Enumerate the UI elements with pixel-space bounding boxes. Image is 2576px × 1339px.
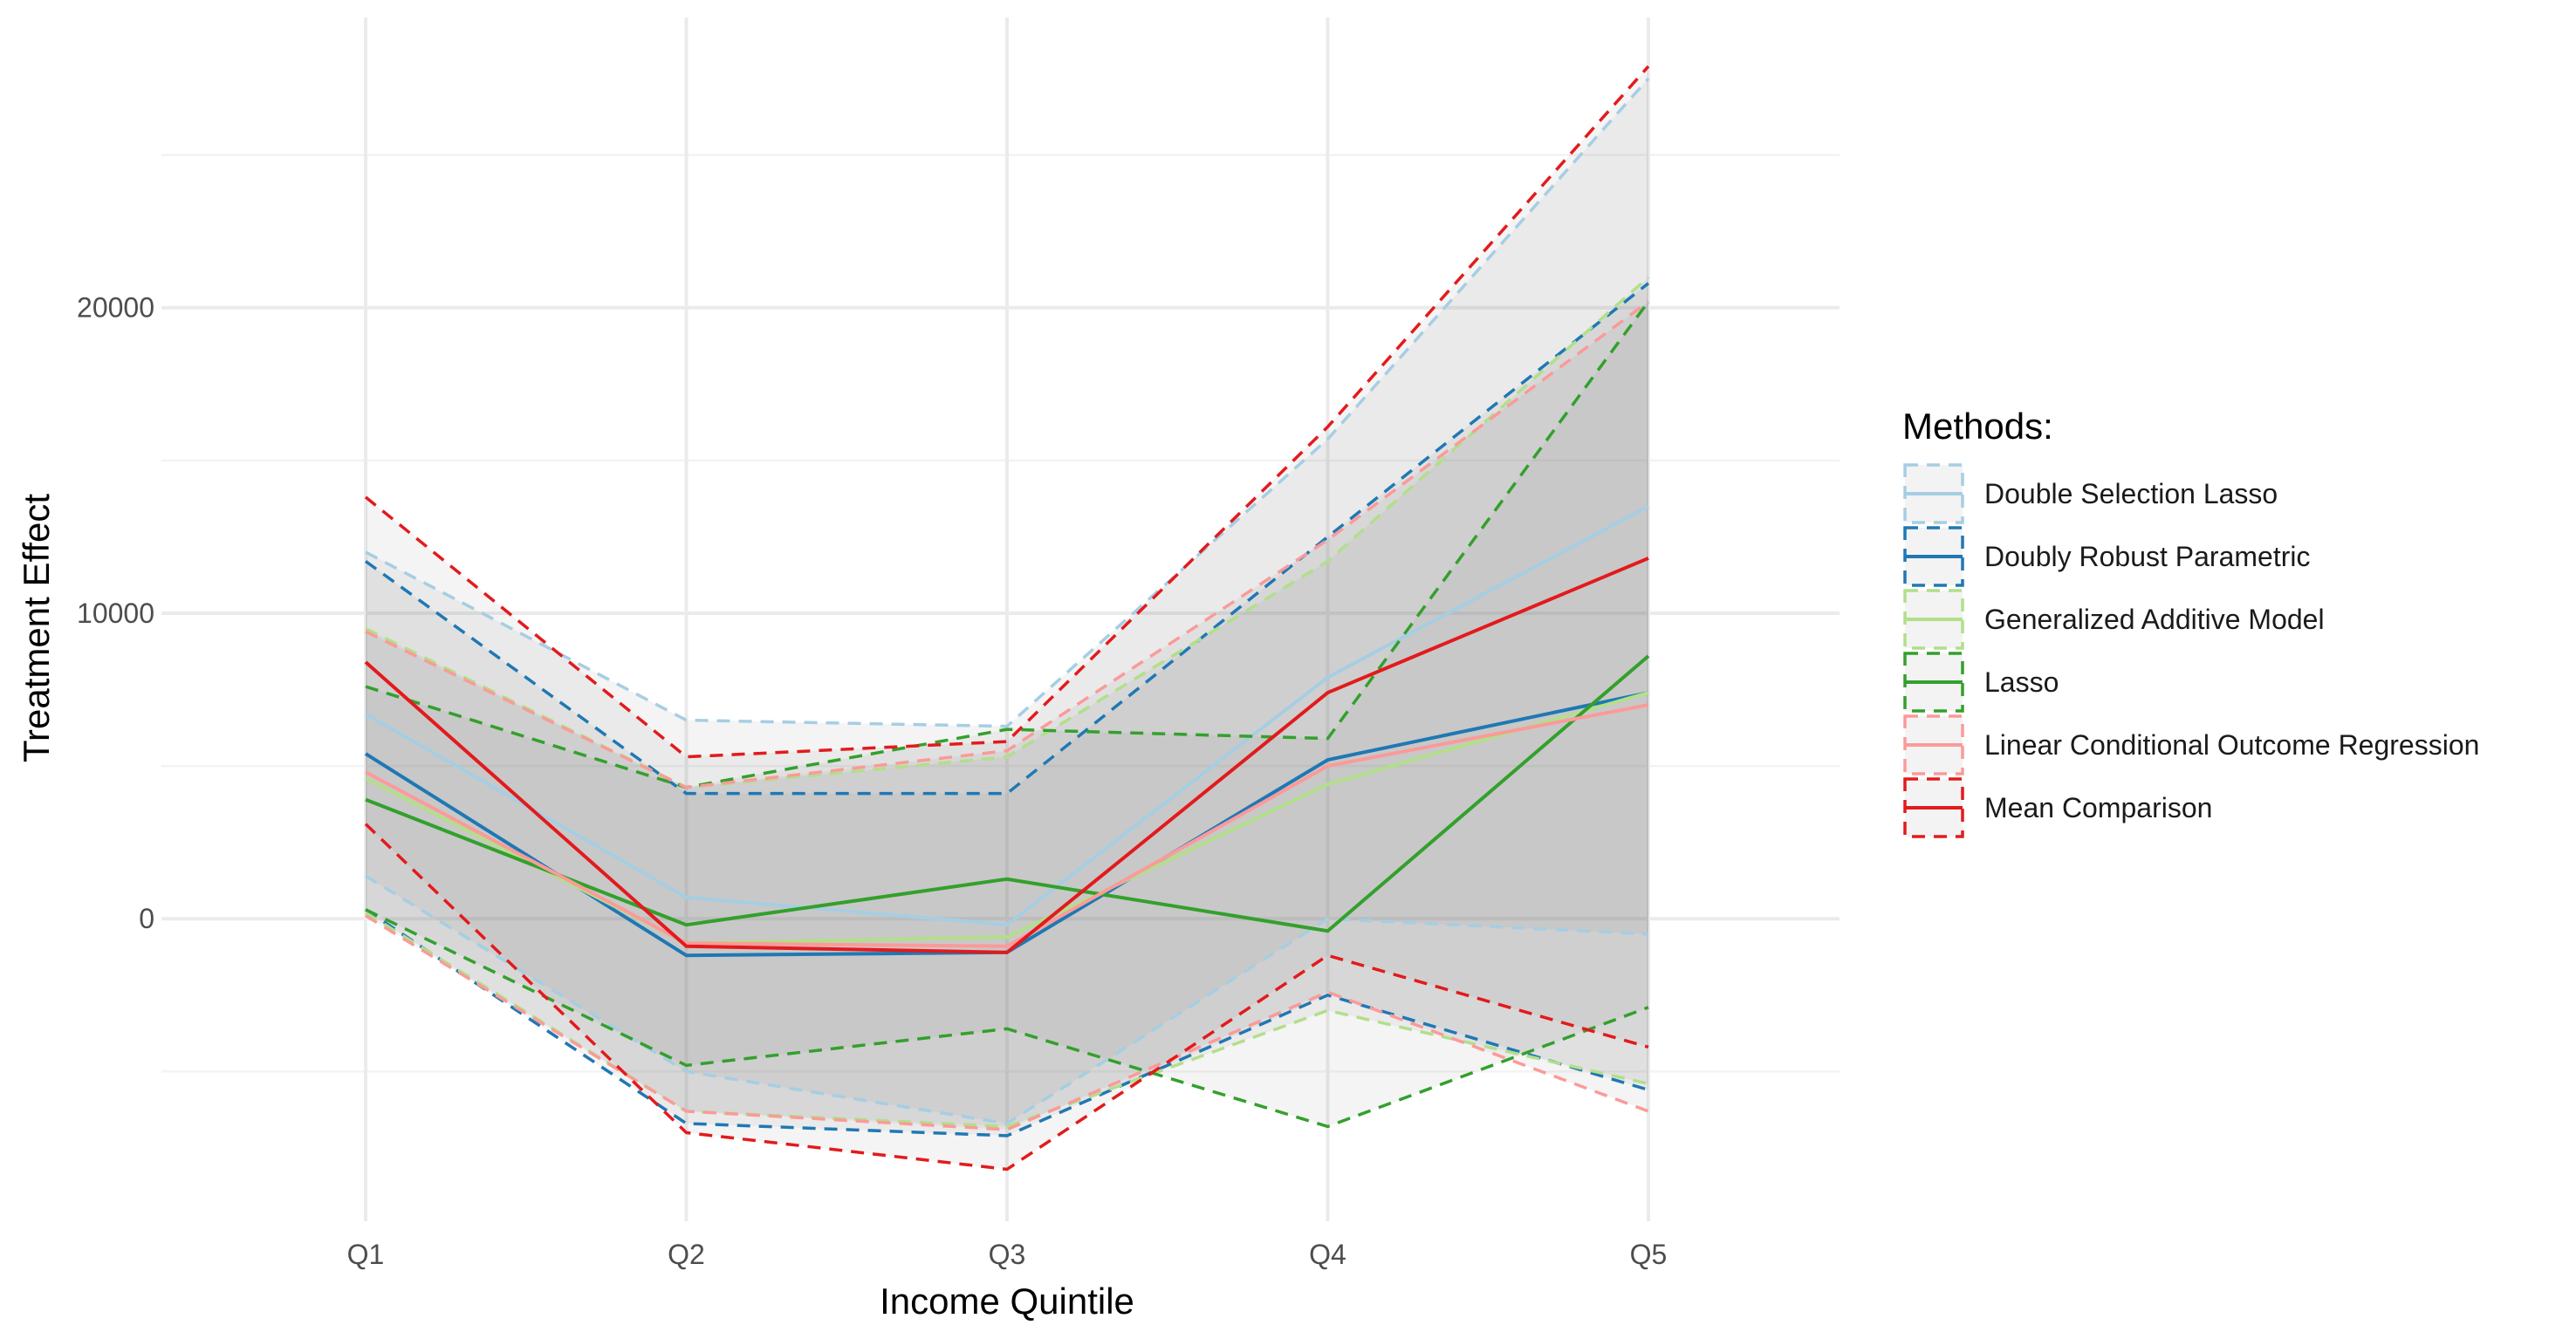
y-axis-ticks: 0 10000 20000 <box>77 292 154 935</box>
x-axis-title: Income Quintile <box>880 1281 1134 1322</box>
x-tick-label: Q4 <box>1309 1239 1346 1270</box>
series-lower-bound <box>365 908 1649 1137</box>
legend-item: Double Selection Lasso <box>1903 463 2278 524</box>
series-lower-bound <box>364 823 1649 1172</box>
grid <box>161 17 1840 1221</box>
series-lower-bound <box>365 914 1649 1131</box>
ci-band <box>366 79 1648 1124</box>
series-upper-bound <box>365 300 1650 789</box>
y-axis-title: Treatment Effect <box>16 494 57 762</box>
series-upper-bound <box>365 77 1650 728</box>
legend-label: Linear Conditional Outcome Regression <box>1984 729 2479 761</box>
series-lower-bound <box>365 908 1649 1129</box>
legend-label: Mean Comparison <box>1984 792 2212 823</box>
series-line <box>365 504 1649 927</box>
legend-item: Mean Comparison <box>1903 777 2212 838</box>
y-tick-label: 10000 <box>77 598 154 629</box>
x-tick-label: Q1 <box>347 1239 385 1270</box>
legend-label: Generalized Additive Model <box>1984 604 2325 635</box>
legend-item: Generalized Additive Model <box>1903 589 2325 650</box>
y-tick-label: 0 <box>139 903 154 934</box>
series-line <box>365 691 1649 946</box>
ci-band <box>366 277 1648 1127</box>
series-line <box>364 557 1649 954</box>
legend-item: Doubly Robust Parametric <box>1903 526 2310 587</box>
x-tick-label: Q3 <box>989 1239 1026 1270</box>
ci-band <box>366 66 1648 1170</box>
legend-title: Methods: <box>1902 406 2053 447</box>
legend-label: Double Selection Lasso <box>1984 478 2278 509</box>
ci-band <box>366 283 1648 1136</box>
y-tick-label: 20000 <box>77 292 154 324</box>
ci-band <box>366 301 1648 1130</box>
series-lower-bound <box>365 874 1649 1125</box>
x-axis-ticks: Q1 Q2 Q3 Q4 Q5 <box>347 1239 1668 1270</box>
series-upper-bound <box>365 276 1650 789</box>
legend: Methods: Double Selection Lasso Doubly Ro… <box>1902 406 2479 838</box>
series-lines <box>364 65 1650 1172</box>
legend-label: Doubly Robust Parametric <box>1984 541 2310 572</box>
series-upper-bound <box>365 300 1650 789</box>
series-line <box>365 703 1649 948</box>
series-line <box>365 654 1650 933</box>
series-upper-bound <box>364 282 1650 796</box>
x-tick-label: Q2 <box>668 1239 705 1270</box>
legend-item: Linear Conditional Outcome Regression <box>1903 714 2479 775</box>
legend-item: Lasso <box>1903 652 2059 713</box>
legend-items: Double Selection Lasso Doubly Robust Para… <box>1903 463 2479 838</box>
x-tick-label: Q5 <box>1630 1239 1668 1270</box>
legend-label: Lasso <box>1984 666 2059 698</box>
